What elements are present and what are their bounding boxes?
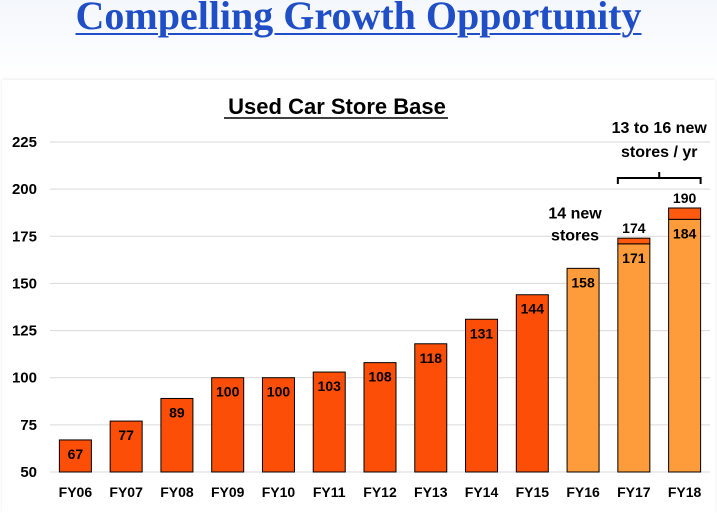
y-tick-label: 225 bbox=[12, 134, 37, 151]
x-tick-label: FY17 bbox=[617, 484, 651, 500]
gridlines bbox=[50, 141, 710, 473]
x-tick-label: FY06 bbox=[59, 484, 93, 500]
bar bbox=[160, 397, 194, 473]
bar-range-cap bbox=[617, 237, 651, 245]
bar-value-label: 184 bbox=[673, 225, 697, 241]
bar bbox=[515, 294, 549, 473]
annotation-bracket bbox=[616, 177, 702, 184]
bar bbox=[465, 318, 499, 473]
annotations: 14 new stores 13 to 16 new stores / yr bbox=[548, 120, 707, 244]
y-tick-label: 100 bbox=[12, 370, 37, 387]
bar-value-label: 108 bbox=[368, 369, 392, 385]
chart-title: Used Car Store Base bbox=[228, 94, 446, 119]
bar-top-label: 190 bbox=[673, 190, 697, 206]
x-tick-label: FY15 bbox=[516, 484, 550, 500]
bar bbox=[109, 420, 143, 473]
x-tick-label: FY14 bbox=[465, 484, 499, 500]
bar-value-label: 158 bbox=[571, 274, 595, 290]
bar-value-label: 67 bbox=[68, 446, 84, 462]
bar-chart: Used Car Store Base 50 75 100 125 150 175 200 2… bbox=[12, 94, 710, 500]
bar-value-label: 100 bbox=[216, 384, 240, 400]
bar-value-label: 144 bbox=[521, 301, 545, 317]
bar bbox=[566, 267, 600, 473]
bar bbox=[312, 371, 346, 473]
bar-top-label: 174 bbox=[622, 220, 646, 236]
y-tick-label: 150 bbox=[12, 275, 37, 292]
bar-value-label: 100 bbox=[267, 384, 291, 400]
bar bbox=[363, 362, 397, 473]
slide-title: Compelling Growth Opportunity bbox=[75, 0, 642, 38]
bar-value-label: 89 bbox=[169, 404, 185, 420]
annotation-text: stores / yr bbox=[621, 144, 697, 161]
x-axis-ticks: FY06 FY07 FY08 FY09 FY10 FY11 FY12 FY13 FY14 FY15… bbox=[59, 484, 702, 500]
bar-value-label: 118 bbox=[419, 350, 442, 366]
bar-value-label: 171 bbox=[622, 250, 646, 266]
y-axis-ticks: 50 75 100 125 150 175 200 225 bbox=[12, 134, 37, 481]
annotation-text: 14 new bbox=[548, 205, 602, 222]
x-tick-label: FY08 bbox=[160, 484, 194, 500]
bar bbox=[58, 439, 92, 473]
bar-value-label: 77 bbox=[118, 427, 134, 443]
y-tick-label: 200 bbox=[12, 181, 37, 198]
annotation-text: 13 to 16 new bbox=[612, 120, 708, 137]
x-tick-label: FY11 bbox=[313, 484, 346, 500]
bar bbox=[211, 377, 245, 473]
bar bbox=[617, 243, 651, 473]
y-tick-label: 75 bbox=[20, 417, 37, 434]
x-tick-label: FY12 bbox=[363, 484, 397, 500]
y-tick-label: 125 bbox=[12, 323, 37, 340]
bar-range-cap bbox=[668, 207, 702, 220]
bar-value-label: 131 bbox=[470, 325, 494, 341]
y-tick-label: 175 bbox=[12, 228, 37, 245]
x-tick-label: FY07 bbox=[109, 484, 143, 500]
x-tick-label: FY18 bbox=[668, 484, 702, 500]
bar-value-label: 103 bbox=[318, 378, 342, 394]
bars: 67 77 89 100 100 103 108 118 131 144 158 174 171 190 1… bbox=[58, 190, 702, 473]
y-tick-label: 50 bbox=[20, 464, 37, 481]
x-tick-label: FY16 bbox=[566, 484, 600, 500]
bar bbox=[261, 377, 295, 473]
x-tick-label: FY10 bbox=[262, 484, 296, 500]
bar bbox=[668, 218, 702, 473]
chart-panel: Used Car Store Base 50 75 100 125 150 175 200 2… bbox=[2, 80, 715, 513]
annotation-text: stores bbox=[551, 227, 599, 244]
x-tick-label: FY13 bbox=[414, 484, 448, 500]
x-tick-label: FY09 bbox=[211, 484, 245, 500]
bar bbox=[414, 343, 448, 473]
